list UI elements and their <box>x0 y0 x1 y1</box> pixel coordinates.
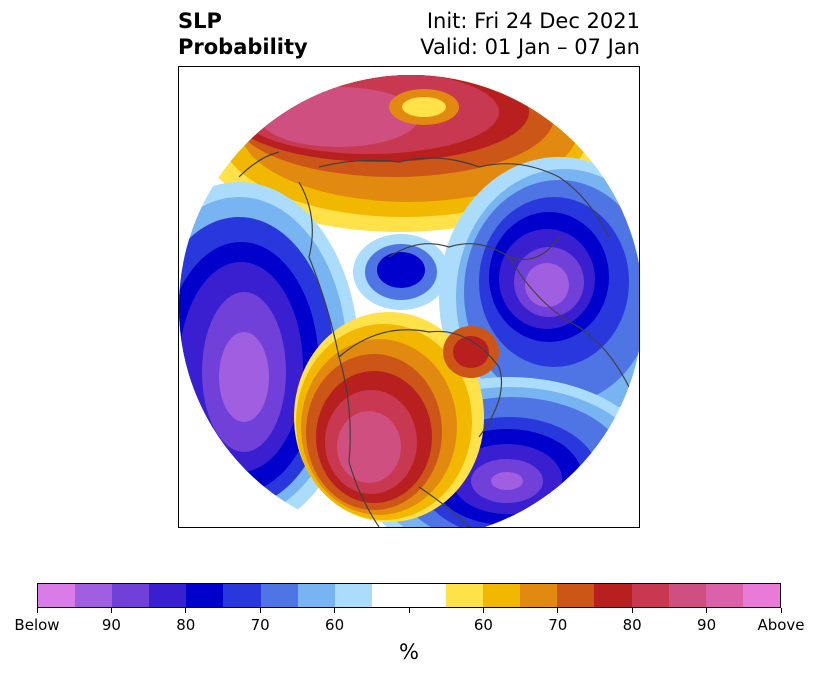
below-region-center <box>353 234 449 310</box>
colorbar-tick <box>557 608 559 613</box>
probability-map <box>179 75 639 527</box>
map-panel <box>178 66 640 528</box>
colorbar-swatch <box>483 584 521 607</box>
colorbar-swatch <box>186 584 224 607</box>
colorbar-swatch <box>742 584 780 607</box>
colorbar-swatch <box>260 584 298 607</box>
colorbar-tick-label: Above <box>757 616 805 634</box>
colorbar-tick <box>408 608 410 613</box>
colorbar <box>37 583 781 608</box>
colorbar-swatch <box>594 584 632 607</box>
colorbar-swatch <box>112 584 150 607</box>
colorbar-swatch <box>520 584 558 607</box>
colorbar-tick <box>110 608 112 613</box>
colorbar-tick-label: 60 <box>473 616 493 634</box>
colorbar-tick <box>780 608 782 613</box>
valid-range: Valid: 01 Jan – 07 Jan <box>420 35 640 59</box>
title-left: SLP Probability <box>178 8 308 60</box>
colorbar-swatch <box>705 584 743 607</box>
colorbar-swatch <box>371 584 409 607</box>
colorbar-tick-label: 70 <box>250 616 270 634</box>
colorbar-swatch <box>557 584 595 607</box>
colorbar-tick-label: 60 <box>325 616 345 634</box>
colorbar-tick <box>185 608 187 613</box>
colorbar-tick-label: 90 <box>101 616 121 634</box>
colorbar-swatch <box>223 584 261 607</box>
probability-field <box>179 75 639 527</box>
init-date: Init: Fri 24 Dec 2021 <box>426 9 640 33</box>
colorbar-tick-label: 90 <box>697 616 717 634</box>
colorbar-tick-label: 70 <box>548 616 568 634</box>
units-label: % <box>399 640 419 664</box>
variable-title: SLP <box>178 9 222 33</box>
colorbar-swatch <box>446 584 484 607</box>
colorbar-swatch <box>408 584 447 607</box>
colorbar-tick <box>631 608 633 613</box>
colorbar-swatch <box>297 584 335 607</box>
colorbar-swatch <box>334 584 372 607</box>
colorbar-tick <box>36 608 38 613</box>
colorbar-tick-label: 80 <box>176 616 196 634</box>
colorbar-tick-label: 80 <box>622 616 642 634</box>
colorbar-swatch <box>75 584 113 607</box>
colorbar-swatch <box>668 584 706 607</box>
colorbar-tick-label: Below <box>14 616 60 634</box>
colorbar-swatch <box>38 584 76 607</box>
title-right: Init: Fri 24 Dec 2021 Valid: 01 Jan – 07… <box>420 8 640 60</box>
colorbar-swatch <box>631 584 669 607</box>
product-title: Probability <box>178 35 308 59</box>
colorbar-tick <box>482 608 484 613</box>
coastlines <box>238 151 630 527</box>
colorbar-tick <box>259 608 261 613</box>
colorbar-tick <box>334 608 336 613</box>
colorbar-tick <box>706 608 708 613</box>
colorbar-swatch <box>149 584 187 607</box>
